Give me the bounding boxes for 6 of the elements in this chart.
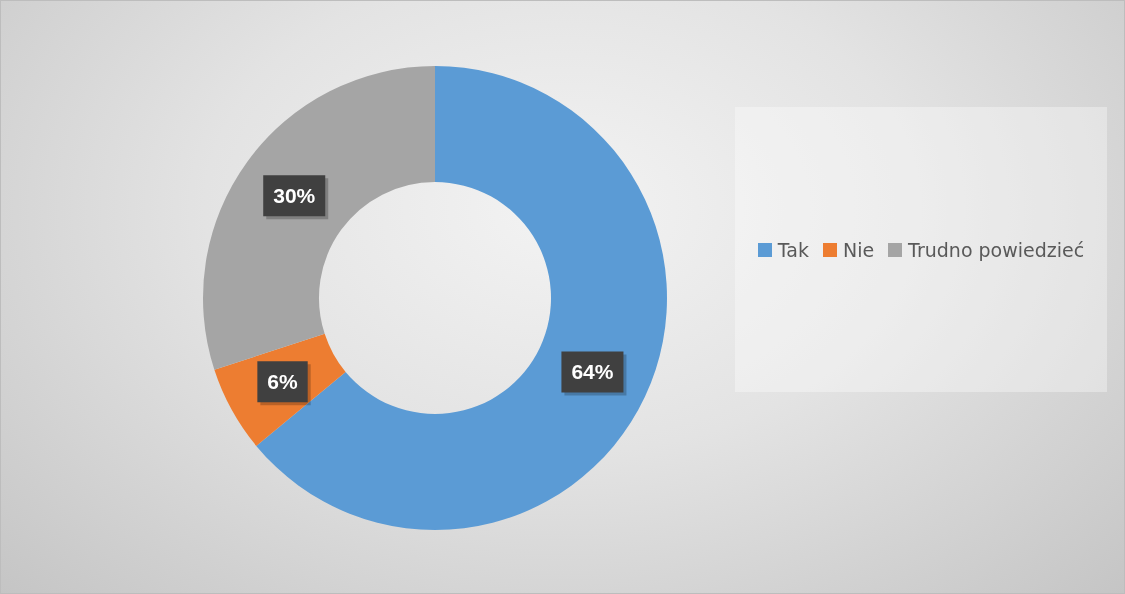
data-label: 64%	[571, 359, 614, 383]
data-label: 6%	[267, 369, 299, 393]
legend-label: Tak	[777, 238, 809, 261]
legend-label: Trudno powiedzieć	[908, 238, 1085, 261]
data-label: 30%	[273, 183, 316, 207]
legend-label: Nie	[842, 238, 875, 261]
